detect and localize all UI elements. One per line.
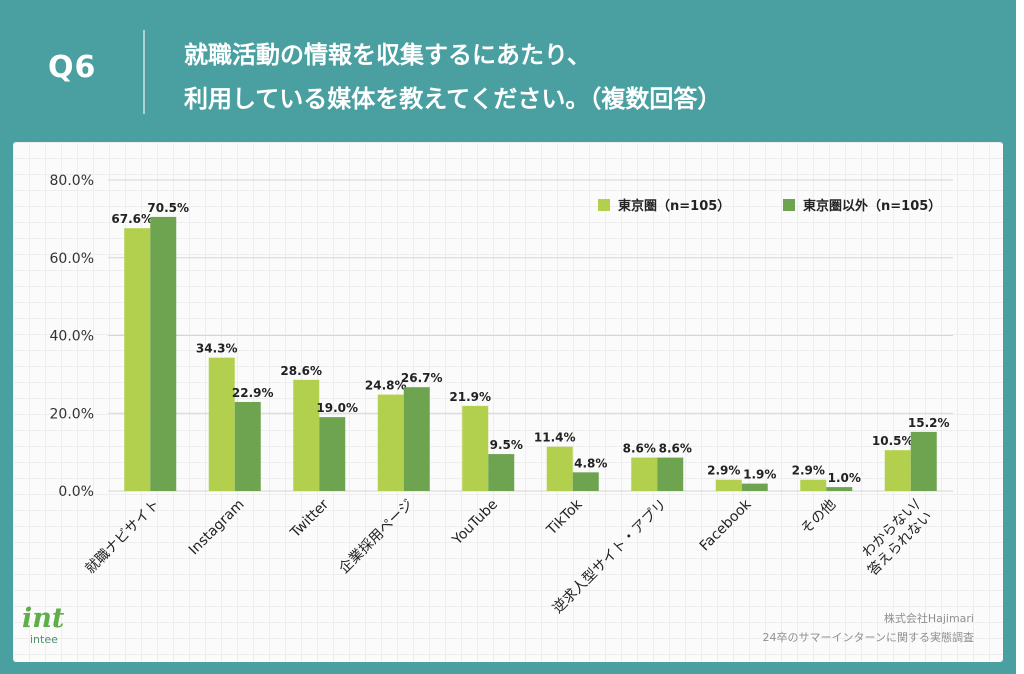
data-label: 1.0% <box>828 471 861 485</box>
bar <box>150 216 177 491</box>
x-tick-label-text: YouTube <box>449 497 501 549</box>
data-label: 8.6% <box>623 442 656 456</box>
y-tick-label: 80.0% <box>50 173 94 189</box>
data-label: 15.2% <box>908 416 950 430</box>
bar <box>572 472 599 491</box>
x-tick-label-text: Facebook <box>697 496 755 554</box>
bar <box>631 457 658 491</box>
question-number: Q6 <box>48 50 97 85</box>
y-tick-label: 60.0% <box>50 251 94 267</box>
data-label: 22.9% <box>232 386 274 400</box>
data-label: 8.6% <box>659 442 692 456</box>
y-tick-label: 40.0% <box>50 329 94 345</box>
header-divider <box>143 30 145 114</box>
bar <box>319 417 346 491</box>
data-label: 1.9% <box>743 468 776 482</box>
data-label: 11.4% <box>534 431 576 445</box>
source-credit: 株式会社Hajimari 24卒のサマーインターンに関する実態調査 <box>763 609 974 647</box>
bar <box>403 387 430 491</box>
x-tick-label-text: Twitter <box>287 496 332 541</box>
x-tick-label-text: その他 <box>798 497 839 538</box>
bar <box>884 450 911 491</box>
x-tick-label: その他 <box>798 497 839 538</box>
data-label: 26.7% <box>401 371 443 385</box>
data-label: 4.8% <box>574 456 607 470</box>
x-tick-label: 企業採用ページ <box>335 496 416 577</box>
bar <box>462 405 489 491</box>
bar <box>377 394 404 491</box>
data-label: 34.3% <box>196 342 238 356</box>
y-tick-label: 20.0% <box>50 406 94 422</box>
bar <box>124 228 151 491</box>
chart-panel: 0.0% 20.0% 40.0% 60.0% 80.0% 67.6% 70.5% 就職ナビサイ… <box>13 142 1003 662</box>
x-tick-label-text: Instagram <box>186 497 248 559</box>
data-label: 70.5% <box>147 201 189 215</box>
legend-swatch <box>783 199 795 211</box>
bar <box>741 483 768 491</box>
bar <box>234 401 261 491</box>
legend-label: 東京圏（n=105） <box>618 198 730 214</box>
x-tick-label: TikTok <box>543 496 586 539</box>
bar <box>910 431 937 491</box>
data-label: 2.9% <box>707 464 740 478</box>
bar <box>546 446 573 491</box>
bar <box>293 379 320 491</box>
x-tick-label: Twitter <box>287 496 332 541</box>
x-tick-label: わからない/答えられない <box>859 496 935 579</box>
logo-text: intee <box>30 633 58 646</box>
y-tick-label: 0.0% <box>58 484 94 500</box>
bar <box>800 479 827 491</box>
bar <box>488 454 515 491</box>
x-tick-label: Facebook <box>697 496 755 554</box>
bar-chart: 0.0% 20.0% 40.0% 60.0% 80.0% 67.6%70.5% 就職ナビサイ… <box>50 173 953 617</box>
data-label: 19.0% <box>316 401 358 415</box>
data-label: 21.9% <box>449 390 491 404</box>
x-tick-label-text: 就職ナビサイト <box>82 497 163 578</box>
x-tick-label: Instagram <box>186 497 248 559</box>
x-tick-label-text: 企業採用ページ <box>335 496 416 577</box>
question-title-line1: 就職活動の情報を収集するにあたり、 <box>184 41 592 69</box>
x-tick-label-text: TikTok <box>543 496 586 539</box>
legend-label: 東京圏以外（n=105） <box>803 198 941 214</box>
data-label: 28.6% <box>280 364 322 378</box>
legend-swatch <box>598 199 610 211</box>
bar <box>657 457 684 491</box>
bar <box>208 357 235 491</box>
source-survey: 24卒のサマーインターンに関する実態調査 <box>762 631 974 644</box>
data-label: 9.5% <box>490 438 523 452</box>
source-company: 株式会社Hajimari <box>883 612 974 625</box>
data-label: 24.8% <box>365 379 407 393</box>
question-title: 就職活動の情報を収集するにあたり、 利用している媒体を教えてください。（複数回答… <box>184 33 984 121</box>
x-tick-label: 就職ナビサイト <box>82 497 163 578</box>
logo-mark: int <box>22 603 65 634</box>
x-tick-label: YouTube <box>449 497 501 549</box>
question-title-line2: 利用している媒体を教えてください。（複数回答） <box>184 85 722 113</box>
data-label: 10.5% <box>872 434 914 448</box>
data-label: 2.9% <box>792 464 825 478</box>
intee-logo: int intee <box>22 604 92 646</box>
bar <box>826 487 853 491</box>
bar <box>715 479 742 491</box>
question-header: Q6 就職活動の情報を収集するにあたり、 利用している媒体を教えてください。（複… <box>0 0 1016 140</box>
data-label: 67.6% <box>111 212 153 226</box>
